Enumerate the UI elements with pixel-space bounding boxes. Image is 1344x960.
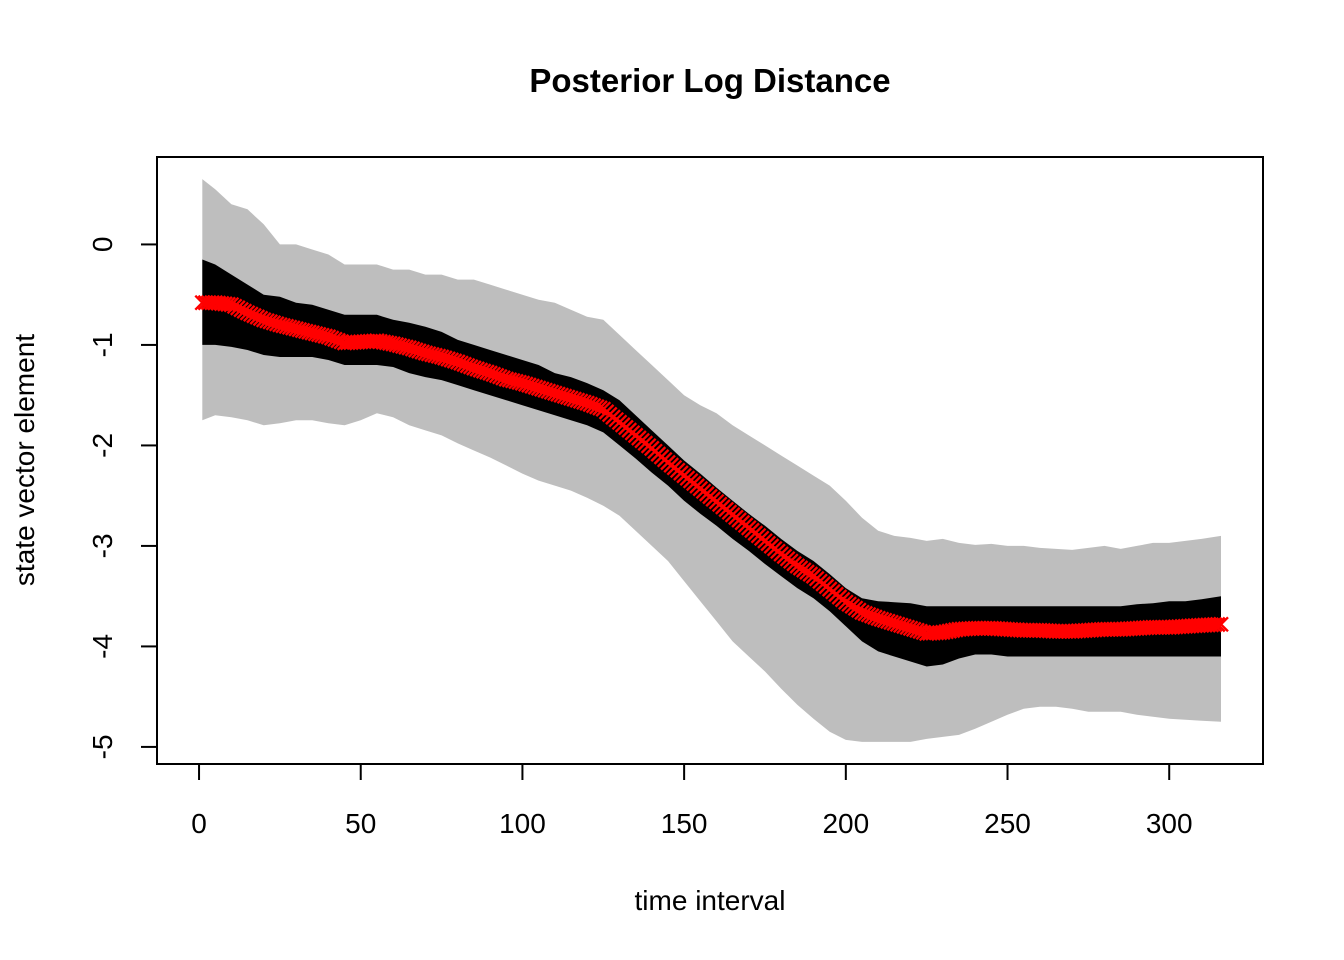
outer-credible-band [202,179,1222,742]
y-tick-label: -1 [87,332,118,357]
y-tick-label: -4 [87,634,118,659]
x-tick-label: 300 [1146,808,1193,839]
x-tick-label: 250 [984,808,1031,839]
median-marker [1209,616,1226,633]
median-marker [1213,616,1229,633]
median-markers [194,294,1229,642]
x-tick-label: 100 [499,808,546,839]
median-marker [1206,616,1223,633]
plot-area [194,179,1229,742]
median-marker [217,296,233,312]
y-tick-label: -3 [87,533,118,558]
x-tick-label: 0 [191,808,207,839]
x-tick-label: 200 [822,808,869,839]
y-tick-label: -5 [87,734,118,759]
y-tick-label: -2 [87,433,118,458]
y-axis-label: state vector element [9,334,40,586]
x-tick-label: 50 [345,808,376,839]
x-axis: 0 50 100 150 200 250 300 [191,763,1193,839]
x-tick-label: 150 [661,808,708,839]
x-axis-label: time interval [635,885,786,916]
y-axis: 0 -1 -2 -3 -4 -5 [87,237,158,759]
chart-title: Posterior Log Distance [529,62,890,99]
y-tick-label: 0 [87,237,118,253]
